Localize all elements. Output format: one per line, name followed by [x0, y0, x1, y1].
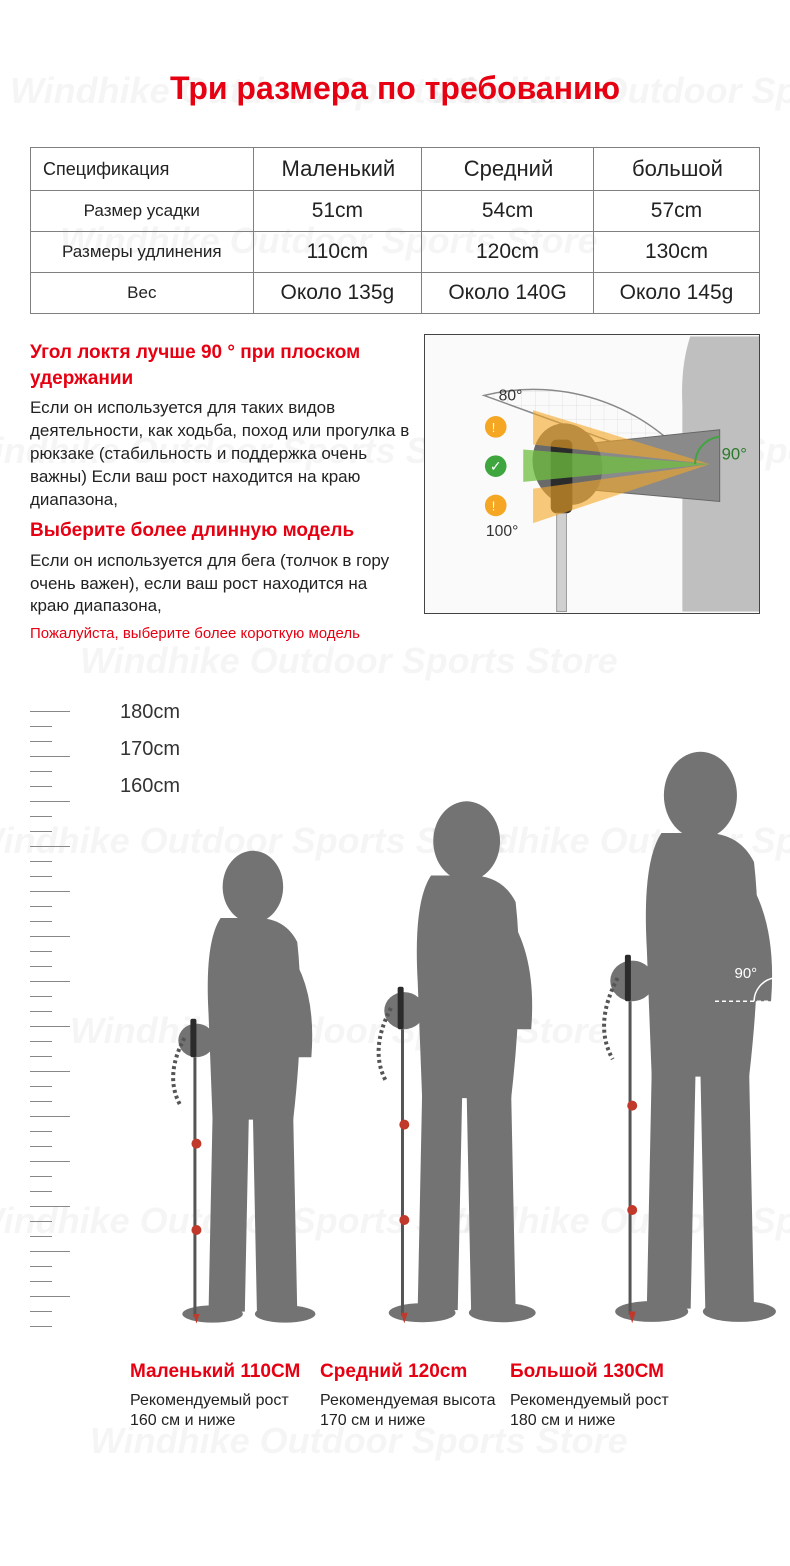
spec-cell: 57cm	[593, 191, 759, 232]
svg-text:90°: 90°	[735, 965, 758, 982]
spec-header: Спецификация	[31, 148, 254, 191]
angle-diagram: 80° ! ✓ ! 100° 90°	[424, 334, 760, 614]
guide-section: Угол локтя лучше 90 ° при плоском удержа…	[30, 334, 760, 651]
size-label-group: Средний 120cm Рекомендуемая высота 170 см…	[320, 1361, 510, 1433]
spec-row-label: Размер усадки	[31, 191, 254, 232]
page-title: Три размера по требованию	[30, 70, 760, 107]
svg-text:!: !	[492, 498, 496, 513]
angle-90-label: 90°	[722, 444, 747, 463]
size-name: Средний 120cm	[320, 1361, 510, 1383]
size-name: Маленький 110СМ	[130, 1361, 320, 1383]
spec-header: большой	[593, 148, 759, 191]
guide-para: Если он используется для таких видов дея…	[30, 397, 410, 512]
guide-text: Угол локтя лучше 90 ° при плоском удержа…	[30, 334, 410, 651]
spec-header: Средний	[422, 148, 594, 191]
angle-100-label: 100°	[486, 523, 518, 540]
person-silhouette: 90°	[564, 746, 790, 1331]
spec-cell: 110cm	[253, 232, 422, 273]
size-label-group: Большой 130СМ Рекомендуемый рост 180 см и…	[510, 1361, 700, 1433]
size-label-group: Маленький 110СМ Рекомендуемый рост 160 см…	[130, 1361, 320, 1433]
guide-red-mid: Выберите более длинную модель	[30, 518, 410, 544]
svg-text:!: !	[492, 420, 496, 435]
person-silhouette	[140, 846, 342, 1331]
bottom-labels: Маленький 110СМ Рекомендуемый рост 160 см…	[30, 1361, 760, 1433]
guide-heading: Угол локтя лучше 90 ° при плоском удержа…	[30, 340, 410, 391]
spec-cell: 51cm	[253, 191, 422, 232]
svg-text:✓: ✓	[490, 459, 502, 474]
size-name: Большой 130СМ	[510, 1361, 700, 1383]
spec-cell: Около 145g	[593, 273, 759, 314]
angle-svg: 80° ! ✓ ! 100° 90°	[425, 335, 759, 613]
height-chart: 180cm 170cm 160cm	[30, 701, 760, 1351]
rec-val: 160 см и ниже	[130, 1412, 235, 1429]
spec-cell: Около 135g	[253, 273, 422, 314]
spec-table: Спецификация Маленький Средний большой Р…	[30, 147, 760, 314]
spec-header: Маленький	[253, 148, 422, 191]
guide-para: Если он используется для бега (толчок в …	[30, 550, 410, 619]
guide-red-small: Пожалуйста, выберите более короткую моде…	[30, 624, 410, 644]
silhouettes: 90°	[140, 701, 760, 1331]
rec-title: Рекомендуемый рост	[510, 1392, 669, 1409]
spec-row-label: Размеры удлинения	[31, 232, 254, 273]
rec-title: Рекомендуемая высота	[320, 1392, 496, 1409]
spec-cell: 120cm	[422, 232, 594, 273]
spec-row-label: Вес	[31, 273, 254, 314]
person-silhouette	[342, 796, 565, 1331]
rec-val: 170 см и ниже	[320, 1412, 425, 1429]
spec-cell: 54cm	[422, 191, 594, 232]
rec-val: 180 см и ниже	[510, 1412, 615, 1429]
rec-title: Рекомендуемый рост	[130, 1392, 289, 1409]
spec-cell: 130cm	[593, 232, 759, 273]
spec-cell: Около 140G	[422, 273, 594, 314]
angle-80-label: 80°	[499, 387, 523, 404]
ruler-ticks	[30, 711, 80, 1351]
